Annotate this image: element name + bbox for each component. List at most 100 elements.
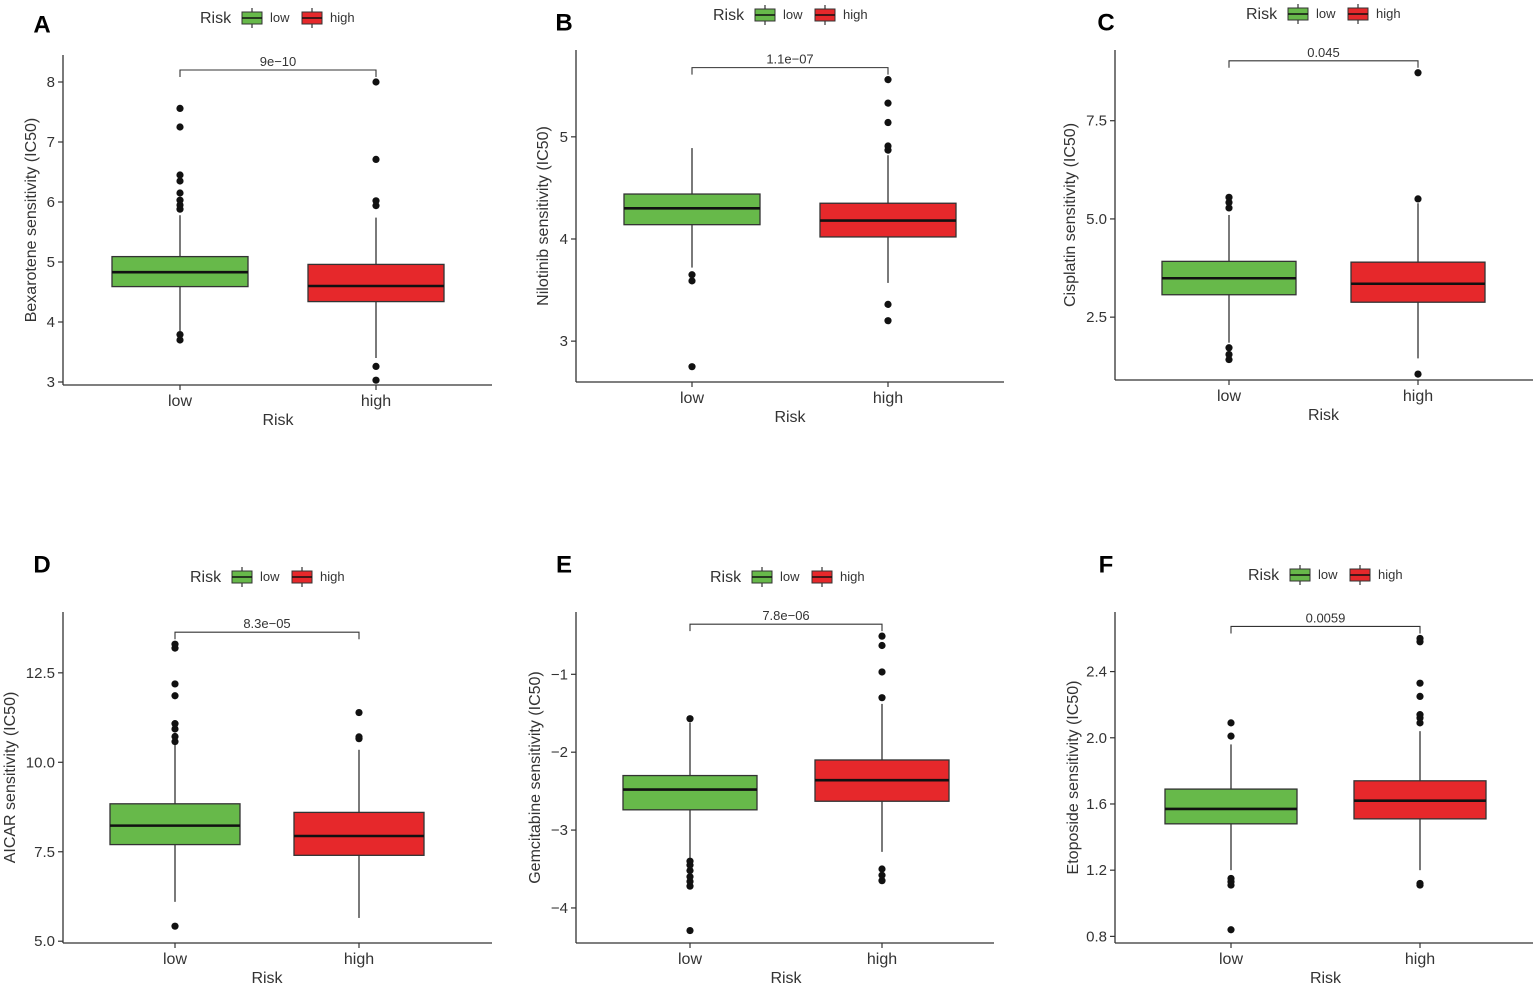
legend-key-low: low bbox=[1289, 565, 1338, 585]
x-axis-title: Risk bbox=[770, 970, 802, 985]
outlier-point bbox=[176, 104, 184, 112]
outlier-point bbox=[1414, 370, 1422, 378]
panel-c: C Risk low high 2.5 5.0 7.5 low high Risk Cisplati… bbox=[1062, 4, 1533, 424]
outlier-point bbox=[1227, 874, 1235, 883]
legend-key-low: low bbox=[241, 8, 290, 28]
box-low bbox=[623, 148, 761, 371]
y-tick-label: 0.8 bbox=[1086, 928, 1107, 945]
outlier-point bbox=[1227, 732, 1235, 740]
outlier-point bbox=[878, 694, 886, 702]
legend-title: Risk bbox=[200, 10, 232, 27]
y-tick-label: 2.4 bbox=[1086, 664, 1107, 681]
legend-key-high: high bbox=[1349, 565, 1403, 585]
outlier-point bbox=[176, 336, 184, 344]
x-tick-label-low: low bbox=[1219, 951, 1243, 968]
y-tick-label: 2.0 bbox=[1086, 730, 1107, 747]
p-value-label: 9e−10 bbox=[260, 54, 297, 69]
outlier-point bbox=[688, 363, 696, 371]
y-axis-title: Etoposide sensitivity (IC50) bbox=[1065, 681, 1082, 875]
outlier-point bbox=[176, 331, 184, 339]
outlier-point bbox=[1225, 355, 1233, 364]
outlier-point bbox=[884, 99, 892, 107]
outlier-point bbox=[884, 142, 892, 150]
y-tick-label: 8 bbox=[47, 74, 55, 91]
outlier-point bbox=[372, 78, 380, 86]
outlier-point bbox=[878, 641, 886, 650]
outlier-point bbox=[1225, 344, 1233, 352]
y-tick-label: −3 bbox=[551, 822, 568, 839]
x-tick-label-high: high bbox=[873, 390, 903, 407]
outlier-point bbox=[686, 873, 694, 881]
outlier-point bbox=[171, 737, 179, 746]
x-tick-label-high: high bbox=[344, 951, 374, 968]
legend-label-low: low bbox=[1316, 6, 1336, 21]
outlier-point bbox=[171, 692, 179, 700]
y-tick-label: 1.6 bbox=[1086, 796, 1107, 813]
outlier-point bbox=[171, 922, 179, 930]
outlier-point bbox=[1225, 198, 1233, 207]
x-tick-label-low: low bbox=[168, 393, 192, 410]
legend-title: Risk bbox=[190, 569, 222, 586]
significance-bracket: 7.8e−06 bbox=[689, 608, 883, 632]
outlier-point bbox=[884, 300, 892, 308]
outlier-point bbox=[688, 271, 696, 279]
legend-label-high: high bbox=[843, 7, 868, 22]
x-tick-label-high: high bbox=[1405, 951, 1435, 968]
outlier-point bbox=[372, 197, 380, 205]
box-rect bbox=[307, 263, 445, 303]
y-tick-label: 10.0 bbox=[26, 754, 55, 771]
legend-key-low: low bbox=[751, 567, 800, 587]
box-rect bbox=[1350, 261, 1486, 303]
panel-letter: B bbox=[555, 9, 572, 36]
y-tick-label: 7.5 bbox=[1086, 113, 1107, 130]
y-tick-label: 4 bbox=[560, 231, 568, 248]
x-axis-title: Risk bbox=[774, 409, 806, 426]
outlier-point bbox=[176, 177, 184, 185]
outlier-point bbox=[686, 857, 694, 865]
panel-letter: F bbox=[1099, 551, 1114, 578]
y-tick-label: 7 bbox=[47, 134, 55, 151]
significance-bracket: 8.3e−05 bbox=[174, 616, 360, 640]
legend-title: Risk bbox=[710, 569, 742, 586]
outlier-point bbox=[686, 866, 694, 875]
box-high bbox=[1353, 634, 1487, 889]
legend-key-low: low bbox=[231, 567, 280, 587]
legend-label-high: high bbox=[1376, 6, 1401, 21]
box-low bbox=[109, 640, 241, 930]
box-high bbox=[307, 78, 445, 384]
significance-bracket: 1.1e−07 bbox=[691, 52, 889, 75]
outlier-point bbox=[1416, 711, 1424, 719]
y-tick-label: 7.5 bbox=[34, 844, 55, 861]
panel-e: E Risk low high −4 −3 −2 −1 low high Risk Gemcitabi… bbox=[527, 551, 994, 985]
panel-b: B Risk low high 3 4 5 low high Risk Nilotinib sens… bbox=[535, 5, 1004, 426]
legend-key-high: high bbox=[811, 567, 865, 587]
outlier-point bbox=[1414, 195, 1422, 203]
legend-key-high: high bbox=[1347, 4, 1401, 24]
legend: Risk low high bbox=[1246, 4, 1401, 24]
legend-label-high: high bbox=[320, 569, 345, 584]
legend-label-low: low bbox=[270, 10, 290, 25]
outlier-point bbox=[372, 155, 380, 163]
outlier-point bbox=[355, 733, 363, 741]
outlier-point bbox=[171, 732, 179, 741]
outlier-point bbox=[1416, 692, 1424, 701]
legend: Risk low high bbox=[713, 5, 868, 25]
legend: Risk low high bbox=[200, 8, 355, 28]
x-tick-label-low: low bbox=[678, 951, 702, 968]
box-rect bbox=[1164, 788, 1298, 825]
y-tick-label: 3 bbox=[47, 374, 55, 391]
outlier-point bbox=[355, 708, 363, 717]
x-axis-title: Risk bbox=[1308, 407, 1340, 424]
outlier-point bbox=[686, 715, 694, 723]
outlier-point bbox=[171, 720, 179, 728]
box-low bbox=[622, 715, 758, 935]
y-axis-title: AICAR sensitivity (IC50) bbox=[2, 692, 19, 864]
outlier-point bbox=[176, 196, 184, 204]
y-tick-label: 5 bbox=[47, 254, 55, 271]
legend-key-high: high bbox=[814, 5, 868, 25]
box-rect bbox=[622, 774, 758, 811]
outlier-point bbox=[372, 362, 380, 370]
y-tick-label: 1.2 bbox=[1086, 862, 1107, 879]
significance-bracket: 0.0059 bbox=[1230, 610, 1421, 634]
